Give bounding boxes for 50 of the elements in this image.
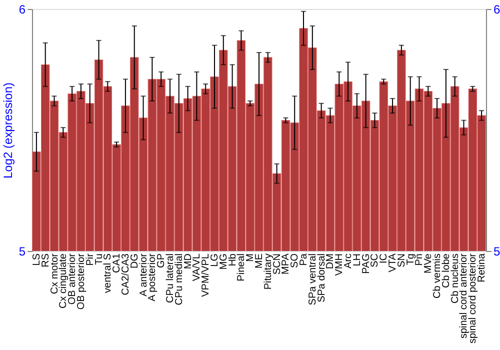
y2-tick-label: 5 xyxy=(494,244,500,258)
x-tick-label: ME xyxy=(254,253,265,268)
x-tick-label: Tu xyxy=(94,254,105,265)
x-tick-label: Pineal xyxy=(236,254,248,282)
x-tick-label: VMH xyxy=(334,254,346,276)
x-tick-label: LG xyxy=(209,253,220,267)
x-tick-label: SCN xyxy=(272,254,283,275)
x-tick-label: spinal cord posterior xyxy=(468,252,479,344)
x-tick-label: SPa dorsal xyxy=(316,254,328,302)
y2-tick-label: 6 xyxy=(494,2,500,16)
x-tick-label: Pituitary xyxy=(262,254,274,290)
x-tick-label: PAG xyxy=(360,253,372,274)
x-tick-label: SC xyxy=(370,254,381,268)
x-tick-label: Hb xyxy=(227,253,238,266)
x-tick-label: A anterior xyxy=(138,252,150,296)
x-tick-label: SO xyxy=(290,253,301,268)
x-tick-label: LH xyxy=(352,254,363,266)
x-tick-label: RS xyxy=(40,253,52,268)
x-tick-label: spinal cord anterior xyxy=(458,252,470,339)
x-tick-label: Pn xyxy=(414,254,426,266)
x-tick-label: MG xyxy=(218,253,230,270)
x-tick-label: DG xyxy=(129,253,140,268)
x-tick-label: MVe xyxy=(423,253,434,274)
x-tick-label: GP xyxy=(156,253,168,268)
x-tick-label: A posterior xyxy=(147,252,158,302)
x-tick-label: CPu lateral xyxy=(164,254,176,303)
x-tick-label: MPA xyxy=(280,253,292,274)
x-tick-label: VTA xyxy=(388,253,399,272)
x-tick-label: SN xyxy=(396,254,408,268)
x-tick-label: DM xyxy=(325,254,336,270)
y-axis-title: Log2 (expression) xyxy=(0,82,15,179)
x-tick-label: Retina xyxy=(476,253,488,282)
x-tick-label: OB anterior xyxy=(67,252,78,305)
x-tick-label: Pa xyxy=(298,253,310,266)
x-tick-label: Cb lobe xyxy=(440,253,452,288)
x-tick-label: CPu medial xyxy=(174,254,185,306)
x-tick-label: Tg xyxy=(405,254,416,266)
x-tick-label: OB posterior xyxy=(76,252,87,310)
x-tick-label: Cb nucleus xyxy=(450,254,461,304)
x-tick-label: Cx cingulate xyxy=(58,253,70,309)
x-tick-label: VPM/VPL xyxy=(200,253,212,297)
x-tick-label: SPa ventral xyxy=(307,254,318,306)
x-tick-label: Arc xyxy=(343,254,354,268)
x-tick-label: CA1 xyxy=(112,253,123,273)
x-tick-label: M xyxy=(245,254,256,262)
x-tick-label: Pir xyxy=(84,252,96,266)
x-tick-label: LS xyxy=(31,253,42,266)
x-tick-label: ventral S xyxy=(102,253,114,293)
x-tick-label: IC xyxy=(378,254,390,264)
x-tick-label: CA2/CA3 xyxy=(120,253,132,296)
